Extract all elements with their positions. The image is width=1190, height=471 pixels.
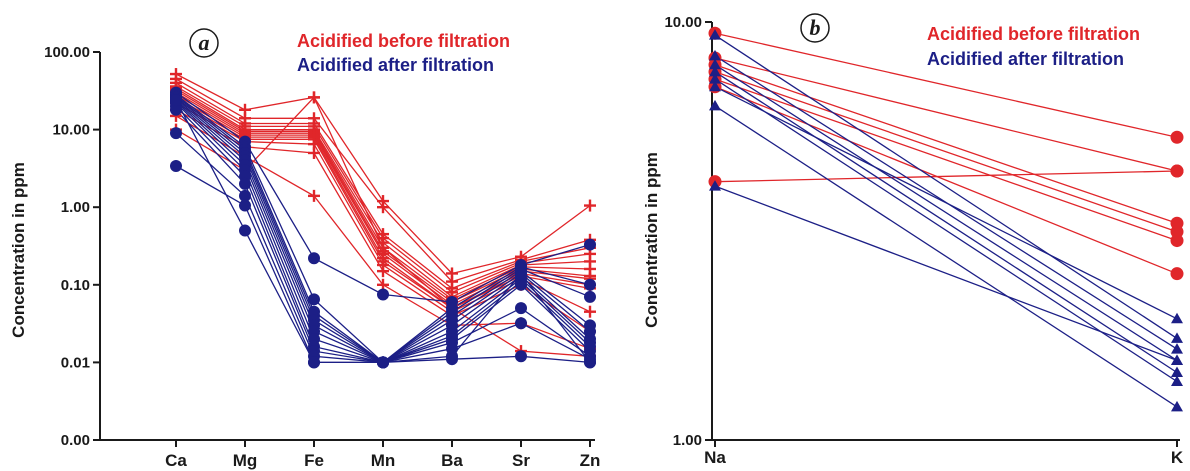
panel-b-series-before-3-line bbox=[714, 71, 1178, 233]
panel-a-y-tick-label: 0.10 bbox=[61, 277, 90, 294]
panel-a-point-after bbox=[239, 189, 251, 202]
panel-a-point-before bbox=[308, 91, 320, 104]
panel-b-point-after bbox=[709, 65, 721, 77]
panel-a-point-before bbox=[584, 305, 596, 318]
panel-a-point-after bbox=[170, 159, 182, 172]
panel-b-series-after-14-line bbox=[714, 185, 1178, 362]
panel-b-series-after-11-line bbox=[714, 78, 1178, 383]
panel-a-y-axis-label: Concentration in ppm bbox=[9, 162, 28, 338]
panel-b-y-tick-label: 10.00 bbox=[664, 14, 702, 31]
panel-b-series-before-1-line bbox=[714, 57, 1178, 172]
panel-b-series-before-6-line bbox=[714, 170, 1178, 183]
panel-b-chart: Concentration in ppm b Acidified before … bbox=[642, 13, 1184, 467]
panel-a-point-after bbox=[239, 224, 251, 237]
panel-a-point-after bbox=[308, 356, 320, 369]
panel-b-x-tick-label: Na bbox=[704, 448, 726, 467]
panel-b-point-after bbox=[1171, 312, 1183, 324]
panel-a-x-tick-label: Sr bbox=[512, 451, 530, 470]
panel-a-point-after bbox=[170, 103, 182, 116]
panel-a-legend-before: Acidified before filtration bbox=[297, 31, 510, 51]
panel-b-series-before-5-line bbox=[714, 86, 1178, 275]
panel-a-point-before bbox=[377, 265, 389, 278]
panel-a-point-after bbox=[584, 238, 596, 251]
panel-b-point-after bbox=[709, 58, 721, 70]
panel-b-point-after bbox=[709, 49, 721, 61]
panel-a-y-tick-label: 1.00 bbox=[61, 199, 90, 216]
panel-a-point-after bbox=[515, 302, 527, 315]
panel-b-letter: b bbox=[810, 15, 821, 40]
panel-b-legend-after: Acidified after filtration bbox=[927, 49, 1124, 69]
panel-b-point-after bbox=[1171, 366, 1183, 378]
panel-a-point-before bbox=[377, 201, 389, 214]
panel-a-x-tick-label: Ba bbox=[441, 451, 463, 470]
panel-a-point-before bbox=[308, 189, 320, 202]
panel-a-y-tick-label: 10.00 bbox=[52, 122, 90, 139]
panel-b-point-after bbox=[709, 180, 721, 191]
panel-a-point-after bbox=[308, 293, 320, 306]
panel-b-letter-circle bbox=[800, 13, 830, 43]
panel-b-point-after bbox=[1171, 332, 1183, 343]
panel-a-point-after bbox=[584, 356, 596, 369]
panel-b-series-after-13-line bbox=[714, 105, 1178, 408]
panel-b-point-before bbox=[1170, 234, 1184, 248]
panel-a-point-after bbox=[239, 177, 251, 190]
panel-a-point-after bbox=[308, 252, 320, 265]
panel-a-legend-after: Acidified after filtration bbox=[297, 55, 494, 75]
panel-b-point-before bbox=[1170, 164, 1184, 178]
panel-b-point-after bbox=[709, 29, 721, 40]
panel-a-chart: Concentration in ppm a Acidified before … bbox=[9, 28, 601, 470]
panel-a-point-after bbox=[377, 356, 389, 369]
panel-a-point-after bbox=[239, 199, 251, 212]
panel-b-point-after bbox=[1171, 354, 1183, 365]
panel-b-point-before bbox=[1170, 267, 1184, 281]
panel-b-point-after bbox=[1171, 343, 1183, 354]
panel-b-series-after-7-line bbox=[714, 34, 1178, 339]
panel-b-point-after bbox=[709, 99, 721, 111]
panel-b-y-tick-label: 1.00 bbox=[673, 432, 702, 449]
panel-a-x-tick-label: Fe bbox=[304, 451, 324, 470]
panel-a-y-tick-label: 0.00 bbox=[61, 432, 90, 449]
panel-a-x-tick-label: Mn bbox=[371, 451, 396, 470]
panel-b-series-after-12-line bbox=[714, 86, 1178, 320]
panel-a-letter-circle bbox=[189, 28, 219, 58]
panel-a-y-tick-label: 0.01 bbox=[61, 354, 90, 371]
panel-a-x-tick-label: Zn bbox=[580, 451, 601, 470]
panel-a-point-before bbox=[377, 241, 389, 254]
panel-a-point-after bbox=[377, 288, 389, 301]
panel-a-point-after bbox=[170, 127, 182, 140]
panel-b-y-axis-label: Concentration in ppm bbox=[642, 152, 661, 328]
panel-a-point-after bbox=[515, 350, 527, 363]
panel-b-x-tick-label: K bbox=[1171, 448, 1184, 467]
panel-b-point-after bbox=[709, 80, 721, 92]
panel-b-point-before bbox=[1170, 130, 1184, 144]
panel-b-point-after bbox=[1171, 400, 1183, 412]
panel-a-point-after bbox=[446, 353, 458, 366]
panel-a-point-after bbox=[515, 267, 527, 280]
panel-b-series-after-9-line bbox=[714, 64, 1178, 361]
panel-b-series-before-0-line bbox=[714, 32, 1178, 138]
panel-a-point-after bbox=[584, 290, 596, 303]
panel-b-point-after bbox=[709, 73, 721, 84]
panel-a-x-tick-label: Mg bbox=[233, 451, 258, 470]
panel-b-series-after-10-line bbox=[714, 71, 1178, 374]
panel-b-series-before-2-line bbox=[714, 64, 1178, 224]
panel-a-letter: a bbox=[199, 30, 210, 55]
panel-a-point-before bbox=[584, 199, 596, 212]
panel-a-point-before bbox=[308, 146, 320, 159]
panel-b-legend-before: Acidified before filtration bbox=[927, 24, 1140, 44]
panel-b-point-after bbox=[1171, 375, 1183, 387]
panel-a-x-tick-label: Ca bbox=[165, 451, 187, 470]
panel-a-point-after bbox=[515, 278, 527, 291]
panel-a-point-after bbox=[584, 278, 596, 291]
panel-a-point-after bbox=[515, 317, 527, 330]
panel-a-y-tick-label: 100.00 bbox=[44, 44, 90, 61]
panel-a-point-after bbox=[170, 94, 182, 107]
panel-b-series-before-4-line bbox=[714, 78, 1178, 242]
